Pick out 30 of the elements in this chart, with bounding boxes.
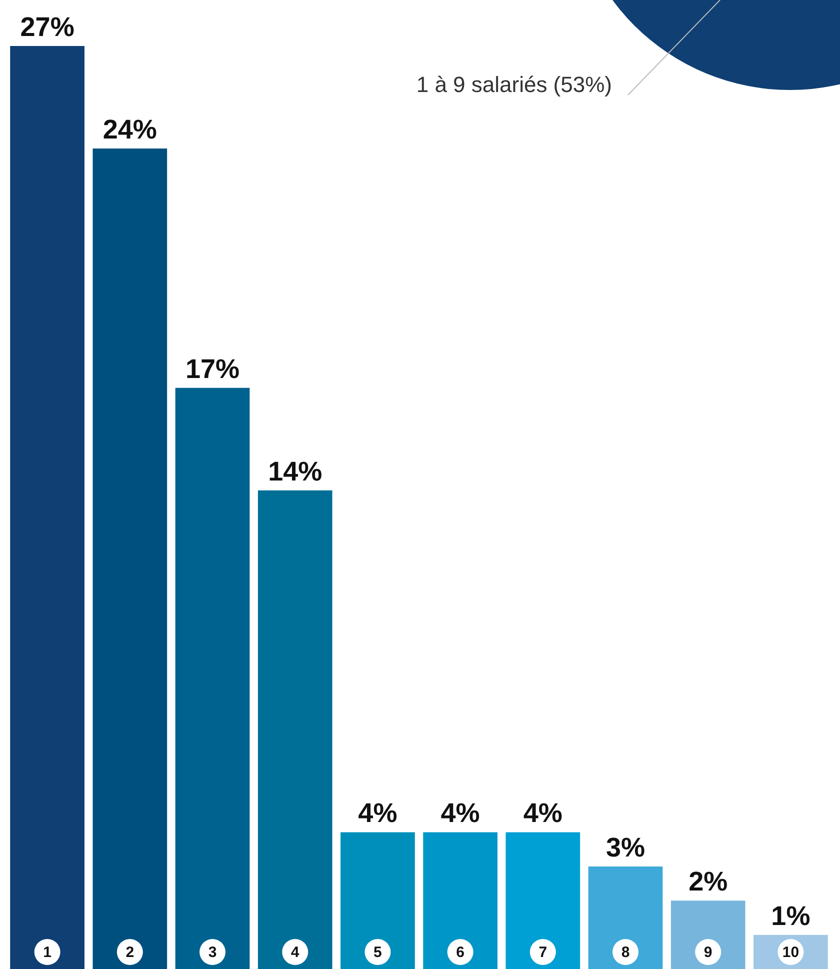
bar <box>175 388 250 969</box>
bar <box>588 866 663 969</box>
x-tick-label: 4 <box>290 944 300 962</box>
data-label: 3% <box>606 832 646 862</box>
data-label: 24% <box>102 114 157 145</box>
bar <box>340 832 415 969</box>
annotation: 1 à 9 salariés (53%) <box>416 72 612 98</box>
x-tick-label: 6 <box>456 944 464 962</box>
bar <box>92 148 168 969</box>
data-label: 4% <box>358 798 398 828</box>
bar <box>423 832 498 969</box>
x-tick-label: 1 <box>43 944 52 962</box>
x-tick-label: 9 <box>704 944 712 962</box>
x-tick-label: 7 <box>538 944 548 962</box>
bar <box>506 832 580 969</box>
x-tick-label: 3 <box>208 944 217 962</box>
data-label: 17% <box>185 354 240 384</box>
data-label: 4% <box>440 798 480 828</box>
bar <box>258 490 332 969</box>
data-label: 4% <box>523 798 562 828</box>
data-label: 27% <box>20 12 74 42</box>
x-tick-label: 10 <box>782 944 800 962</box>
data-label: 14% <box>268 456 322 486</box>
data-label: 1% <box>771 900 810 931</box>
bar <box>10 46 84 969</box>
bar <box>670 900 746 969</box>
x-tick-label: 2 <box>126 944 134 962</box>
data-label: 2% <box>688 866 728 897</box>
x-tick-label: 5 <box>374 944 382 962</box>
x-tick-label: 8 <box>621 944 630 962</box>
